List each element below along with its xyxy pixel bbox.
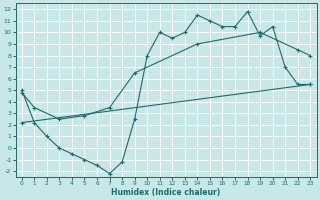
X-axis label: Humidex (Indice chaleur): Humidex (Indice chaleur) — [111, 188, 221, 197]
